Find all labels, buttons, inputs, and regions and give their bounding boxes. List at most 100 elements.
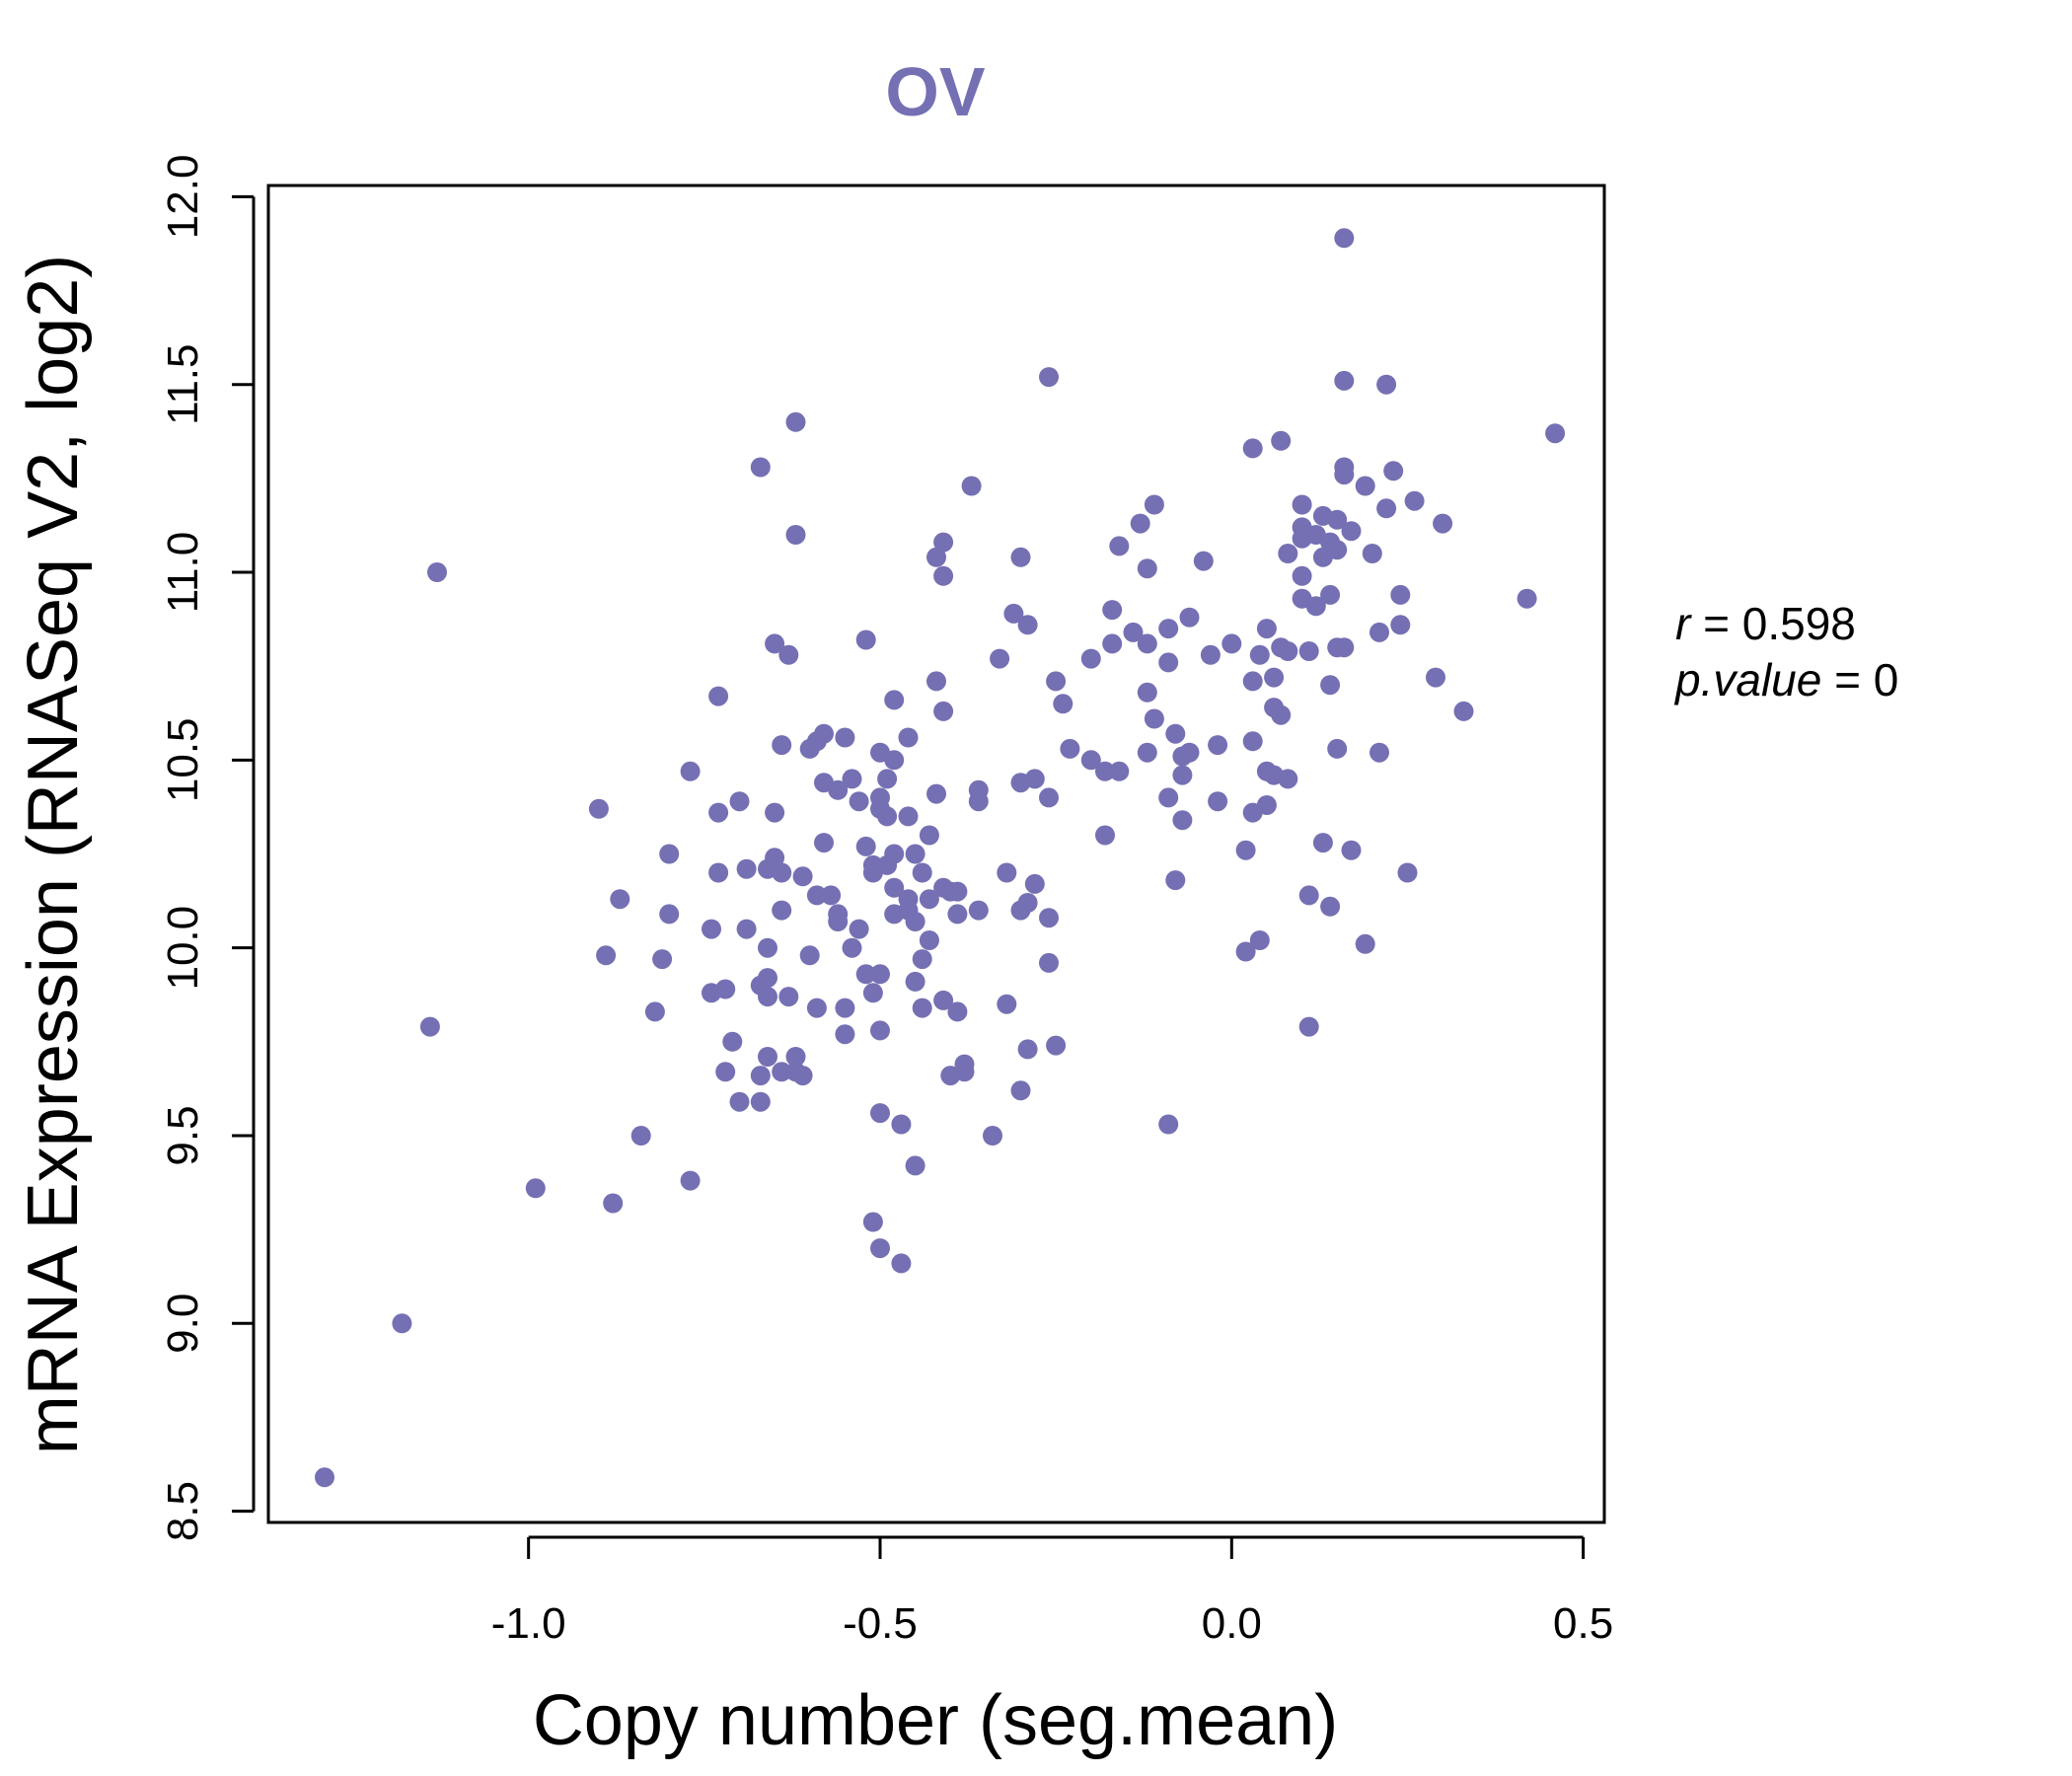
data-point xyxy=(905,971,925,992)
stat-r-eq: = xyxy=(1690,598,1741,649)
stat-p-label: p.value xyxy=(1673,654,1821,705)
x-tick-label: 0.0 xyxy=(1202,1599,1262,1648)
data-point xyxy=(990,648,1010,669)
data-point xyxy=(1208,791,1228,812)
data-point xyxy=(1137,633,1157,654)
data-point xyxy=(392,1313,412,1334)
data-point xyxy=(933,990,954,1010)
data-point xyxy=(1039,787,1059,808)
data-point xyxy=(1390,615,1411,635)
data-point xyxy=(947,1001,968,1022)
y-axis-label: mRNA Expression (RNASeq V2, log2) xyxy=(14,255,93,1454)
data-point xyxy=(792,866,813,887)
data-point xyxy=(968,791,989,812)
data-point xyxy=(884,877,905,898)
data-point xyxy=(1235,840,1256,860)
data-point xyxy=(702,919,721,939)
data-point xyxy=(1292,494,1312,515)
data-point xyxy=(1193,551,1214,571)
data-point xyxy=(652,949,673,970)
data-point xyxy=(912,998,932,1018)
data-point xyxy=(680,761,701,781)
data-point xyxy=(1271,704,1292,725)
data-point xyxy=(708,686,729,706)
data-point xyxy=(1039,367,1059,388)
data-point xyxy=(1545,423,1566,444)
data-point xyxy=(898,806,919,827)
data-point xyxy=(806,998,827,1018)
data-point xyxy=(419,1016,440,1037)
data-point xyxy=(821,885,842,906)
x-tick-label: 0.5 xyxy=(1553,1599,1613,1648)
data-point xyxy=(814,833,834,853)
data-point xyxy=(750,457,771,478)
data-point xyxy=(1024,769,1045,789)
data-point xyxy=(1383,461,1404,481)
data-point xyxy=(1298,641,1319,661)
data-point xyxy=(1137,742,1157,763)
data-point xyxy=(525,1178,546,1199)
data-point xyxy=(765,848,785,868)
data-point xyxy=(1003,603,1024,624)
data-point xyxy=(898,727,919,748)
data-point xyxy=(1390,584,1411,605)
data-point xyxy=(828,779,849,800)
data-point xyxy=(1165,870,1186,891)
data-point xyxy=(765,633,785,654)
data-point xyxy=(842,769,862,789)
data-point xyxy=(708,802,729,823)
data-point xyxy=(1369,742,1389,763)
y-tick-label: 9.0 xyxy=(159,1294,207,1354)
data-point xyxy=(912,862,932,883)
data-point xyxy=(835,998,855,1018)
data-point xyxy=(427,562,447,582)
data-point xyxy=(765,802,785,823)
data-point xyxy=(1137,682,1157,703)
data-point xyxy=(870,787,890,808)
stat-r: r = 0.598 xyxy=(1675,598,1856,649)
data-point xyxy=(862,1212,883,1232)
y-tick-label: 11.5 xyxy=(159,344,207,425)
data-point xyxy=(1130,513,1150,534)
data-point xyxy=(1292,565,1312,586)
data-point xyxy=(884,750,905,771)
data-point xyxy=(1179,607,1200,628)
data-point xyxy=(1172,765,1193,785)
data-point xyxy=(1242,438,1263,459)
data-point xyxy=(799,945,820,966)
data-point xyxy=(919,825,939,846)
data-point xyxy=(947,881,968,902)
data-point xyxy=(1305,596,1326,617)
data-point xyxy=(1249,644,1270,665)
data-point xyxy=(1179,742,1200,763)
y-tick-label: 12.0 xyxy=(159,155,207,240)
data-point xyxy=(1172,810,1193,831)
data-point xyxy=(596,945,617,966)
data-point xyxy=(919,889,939,910)
data-point xyxy=(736,858,757,879)
data-point xyxy=(1024,873,1045,894)
data-point xyxy=(997,994,1017,1014)
data-point xyxy=(1137,558,1157,579)
data-point xyxy=(1123,622,1144,642)
y-tick-label: 9.5 xyxy=(159,1105,207,1165)
data-point xyxy=(1109,536,1130,556)
data-point xyxy=(1341,521,1362,542)
data-point xyxy=(1327,540,1348,560)
data-point xyxy=(1158,787,1179,808)
data-point xyxy=(1433,513,1453,534)
data-point xyxy=(1144,708,1164,729)
data-point xyxy=(1158,652,1179,673)
data-point xyxy=(828,912,849,931)
data-point xyxy=(1080,648,1101,669)
y-tick-label: 8.5 xyxy=(159,1481,207,1541)
data-point xyxy=(961,476,982,496)
data-point xyxy=(1165,723,1186,744)
data-point xyxy=(1053,694,1073,714)
data-point xyxy=(1404,490,1425,511)
data-point xyxy=(659,904,680,925)
data-point xyxy=(1298,885,1319,906)
data-point xyxy=(680,1170,701,1191)
data-point xyxy=(1158,619,1179,639)
